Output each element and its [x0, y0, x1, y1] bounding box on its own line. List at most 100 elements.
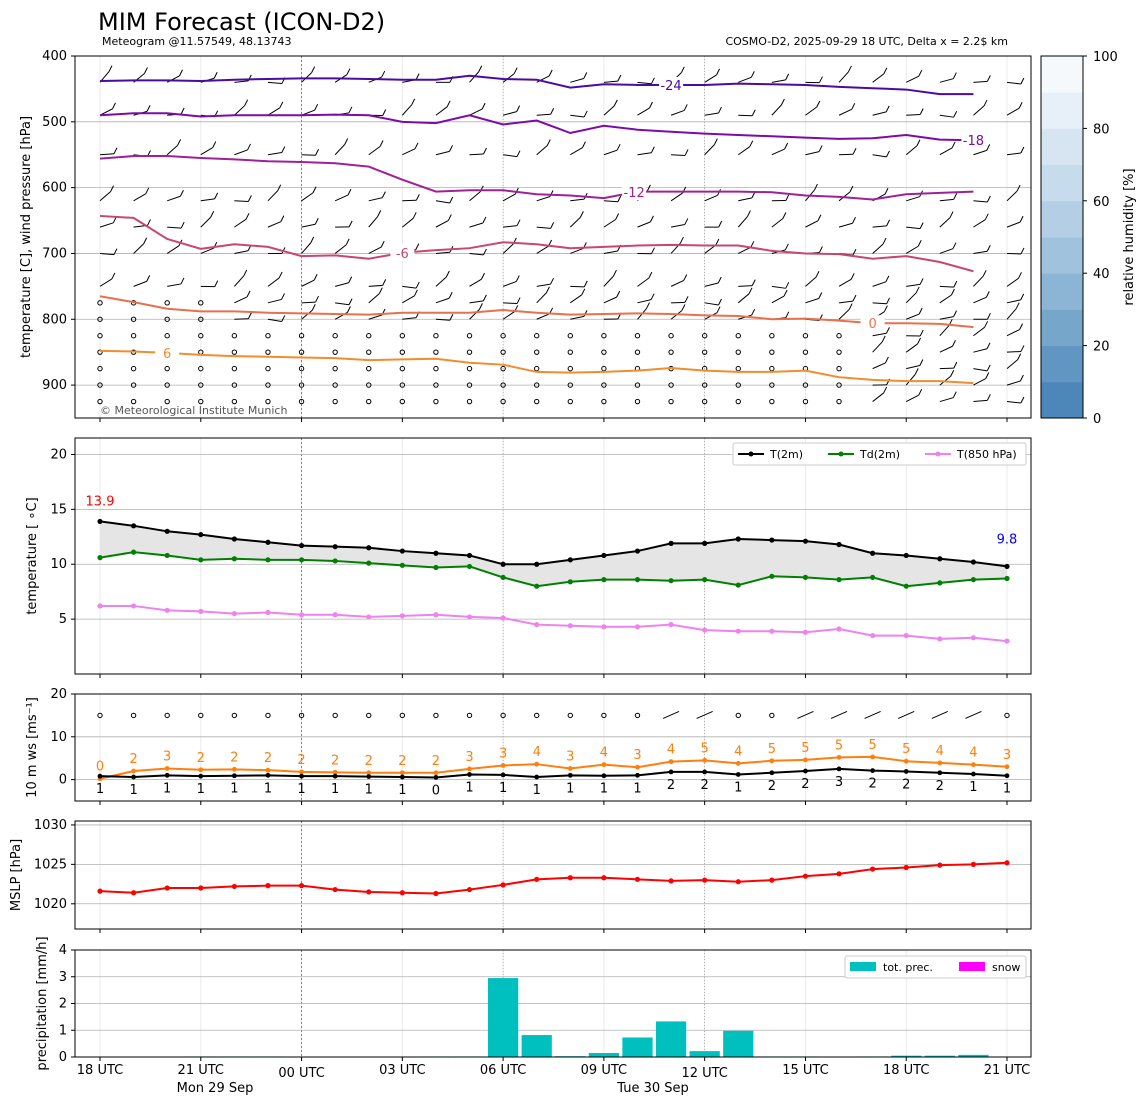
gust-point: [500, 763, 506, 768]
mean-wind-point: [601, 773, 607, 779]
mean-wind-point: [534, 774, 540, 780]
wind-barb-flag: [143, 237, 148, 244]
wind-barb: [570, 147, 583, 156]
wind-barb: [99, 222, 114, 228]
precip-bar: [588, 1052, 620, 1057]
mslp-point: [769, 877, 775, 883]
wind-barb-flag: [210, 211, 215, 218]
wind-barb-flag: [278, 271, 283, 279]
wind-barb-flag: [583, 72, 588, 79]
wind-barb: [167, 283, 182, 287]
calm-wind-circle: [701, 333, 708, 339]
calm-wind-circle: [701, 382, 708, 388]
wind-barb: [704, 144, 715, 156]
wind-barb: [905, 292, 917, 304]
y-axis-label: 10 m ws [ms⁻¹]: [25, 697, 40, 798]
wind-barb: [738, 285, 753, 287]
mslp-point: [634, 876, 641, 882]
series-point: [769, 537, 775, 543]
colorbar-label: relative humidity [%]: [1122, 168, 1137, 305]
series-point: [735, 582, 741, 588]
series-point: [567, 579, 573, 585]
wind-barb-flag: [214, 192, 219, 200]
colorbar-tick-label: 20: [1093, 340, 1110, 355]
series-point: [702, 540, 708, 546]
wind-barb: [939, 114, 954, 118]
series-point: [534, 622, 540, 628]
wind-barb: [234, 218, 247, 228]
series-point: [198, 531, 204, 538]
calm-wind-circle: [735, 333, 741, 339]
wind-barb-flag: [718, 220, 723, 228]
wind-barb-flag: [445, 270, 450, 278]
series-point: [466, 614, 473, 620]
wind-barb: [603, 219, 616, 228]
mean-wind-value-label: 1: [264, 781, 272, 796]
precip-bar: [723, 1030, 754, 1057]
series-point: [298, 542, 305, 549]
wind-barb-flag: [748, 287, 753, 295]
wind-barb: [334, 144, 346, 156]
wind-barb-flag: [481, 102, 486, 110]
wind-barb: [401, 104, 413, 116]
series-point: [534, 561, 540, 567]
gust-value-label: 4: [734, 744, 742, 759]
calm-wind-circle: [366, 349, 372, 355]
wind-barb-flag: [883, 386, 888, 394]
wind-barb: [939, 345, 953, 353]
calm-wind-circle: [433, 382, 439, 388]
gust-point: [971, 762, 976, 768]
calm-wind-circle: [298, 333, 305, 339]
calm-wind-circle: [769, 349, 775, 355]
day-label: Mon 29 Sep: [177, 1081, 254, 1096]
series-point: [298, 557, 305, 563]
y-tick-label: 20: [50, 447, 67, 462]
gust-value-label: 2: [331, 753, 339, 768]
calm-wind-circle: [500, 349, 506, 355]
wind-barb: [637, 81, 652, 85]
gust-point: [433, 770, 439, 776]
wind-barb-flag: [315, 295, 319, 303]
wind-barb-flag: [651, 247, 655, 254]
calm-wind-circle: [231, 398, 238, 405]
wind-barb-flag: [112, 102, 116, 110]
wind-barb-flag: [1020, 396, 1025, 404]
gust-point: [265, 767, 271, 773]
wind-barb-flag: [550, 277, 554, 285]
wind-barb-flag: [713, 138, 718, 145]
series-point: [1004, 575, 1010, 582]
wind-barb-flag: [414, 142, 419, 150]
series-point: [433, 612, 439, 618]
colorbar-tick-label: 60: [1093, 195, 1110, 210]
wind-barb: [368, 197, 383, 202]
wind-barb-flag: [550, 222, 555, 229]
wind-barb-flag: [245, 213, 250, 220]
calm-wind-circle: [534, 382, 540, 388]
calm-wind-circle: [601, 398, 607, 405]
wind-barb: [435, 220, 449, 228]
calm-wind-circle: [668, 349, 674, 355]
surface-wind-barb: [696, 710, 713, 719]
calm-wind-circle: [231, 333, 238, 339]
wind-barb-flag: [579, 211, 584, 218]
wind-barb-flag: [918, 69, 923, 77]
calm-wind-circle: [164, 316, 170, 322]
wind-barb-flag: [481, 272, 485, 280]
calm-wind-circle: [735, 382, 741, 388]
gust-value-label: 5: [801, 741, 809, 756]
wind-barb-flag: [916, 139, 921, 146]
mslp-point: [97, 888, 103, 894]
wind-barb-flag: [314, 103, 319, 111]
y-tick-label: 1025: [34, 857, 67, 872]
wind-barb-flag: [785, 311, 790, 319]
wind-barb: [502, 193, 516, 202]
calm-wind-circle: [466, 349, 473, 355]
legend-t2m: T(2m): [769, 448, 803, 461]
wind-barb-flag: [1015, 302, 1020, 309]
wind-barb-flag: [816, 100, 821, 108]
series-point: [668, 578, 674, 584]
calm-wind-circle: [534, 712, 540, 719]
y-tick-label: 700: [42, 246, 67, 261]
calm-wind-circle: [332, 365, 338, 372]
series-line: [99, 551, 1008, 588]
